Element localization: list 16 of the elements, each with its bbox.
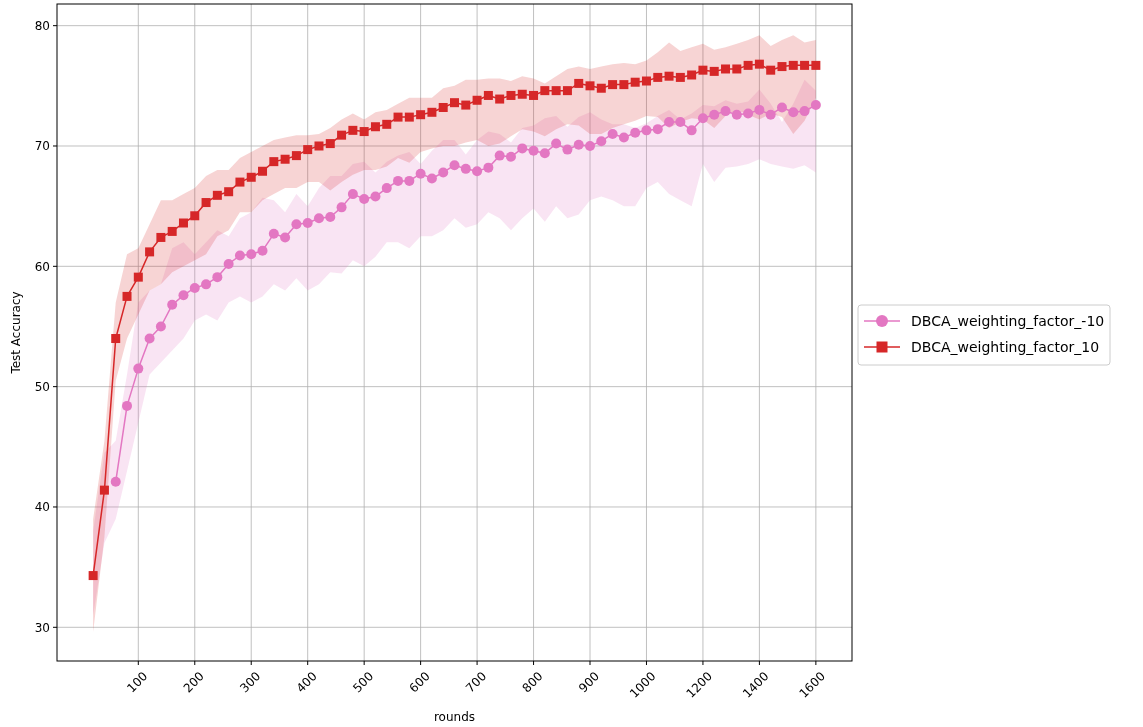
x-tick-label: 700 <box>463 669 490 696</box>
y-tick-label: 70 <box>34 139 50 154</box>
x-tick-label: 600 <box>406 669 433 696</box>
y-tick-label: 40 <box>34 500 50 515</box>
legend-label: DBCA_weighting_factor_-10 <box>911 312 1105 329</box>
x-tick-label: 900 <box>575 669 603 696</box>
x-tick-label: 100 <box>124 669 151 696</box>
x-tick-label: 400 <box>293 669 320 696</box>
x-axis-title: rounds <box>433 710 476 724</box>
y-tick-label: 80 <box>34 18 50 33</box>
y-tick-label: 60 <box>34 259 50 274</box>
x-tick-label: 800 <box>519 669 546 696</box>
legend-label: DBCA_weighting_factor_10 <box>911 338 1100 355</box>
y-tick-label: 30 <box>34 620 50 635</box>
y-tick-label: 50 <box>34 379 50 394</box>
y-axis-title: Test Accuracy <box>9 291 23 375</box>
